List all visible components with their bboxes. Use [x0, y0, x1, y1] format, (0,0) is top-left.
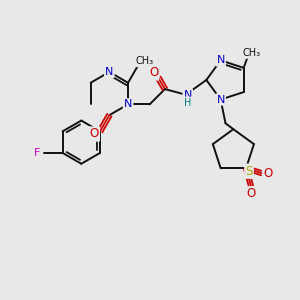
Text: F: F	[34, 148, 40, 158]
Text: CH₃: CH₃	[136, 56, 154, 66]
Text: O: O	[263, 167, 272, 180]
Text: N: N	[105, 67, 113, 77]
Text: O: O	[246, 187, 256, 200]
Text: N: N	[216, 56, 225, 65]
Text: S: S	[245, 165, 253, 178]
Text: N: N	[216, 94, 225, 105]
Text: O: O	[149, 67, 158, 80]
Text: H: H	[184, 98, 191, 107]
Text: CH₃: CH₃	[242, 48, 260, 58]
Text: N: N	[124, 99, 132, 110]
Text: N: N	[184, 90, 192, 100]
Text: O: O	[90, 128, 99, 140]
